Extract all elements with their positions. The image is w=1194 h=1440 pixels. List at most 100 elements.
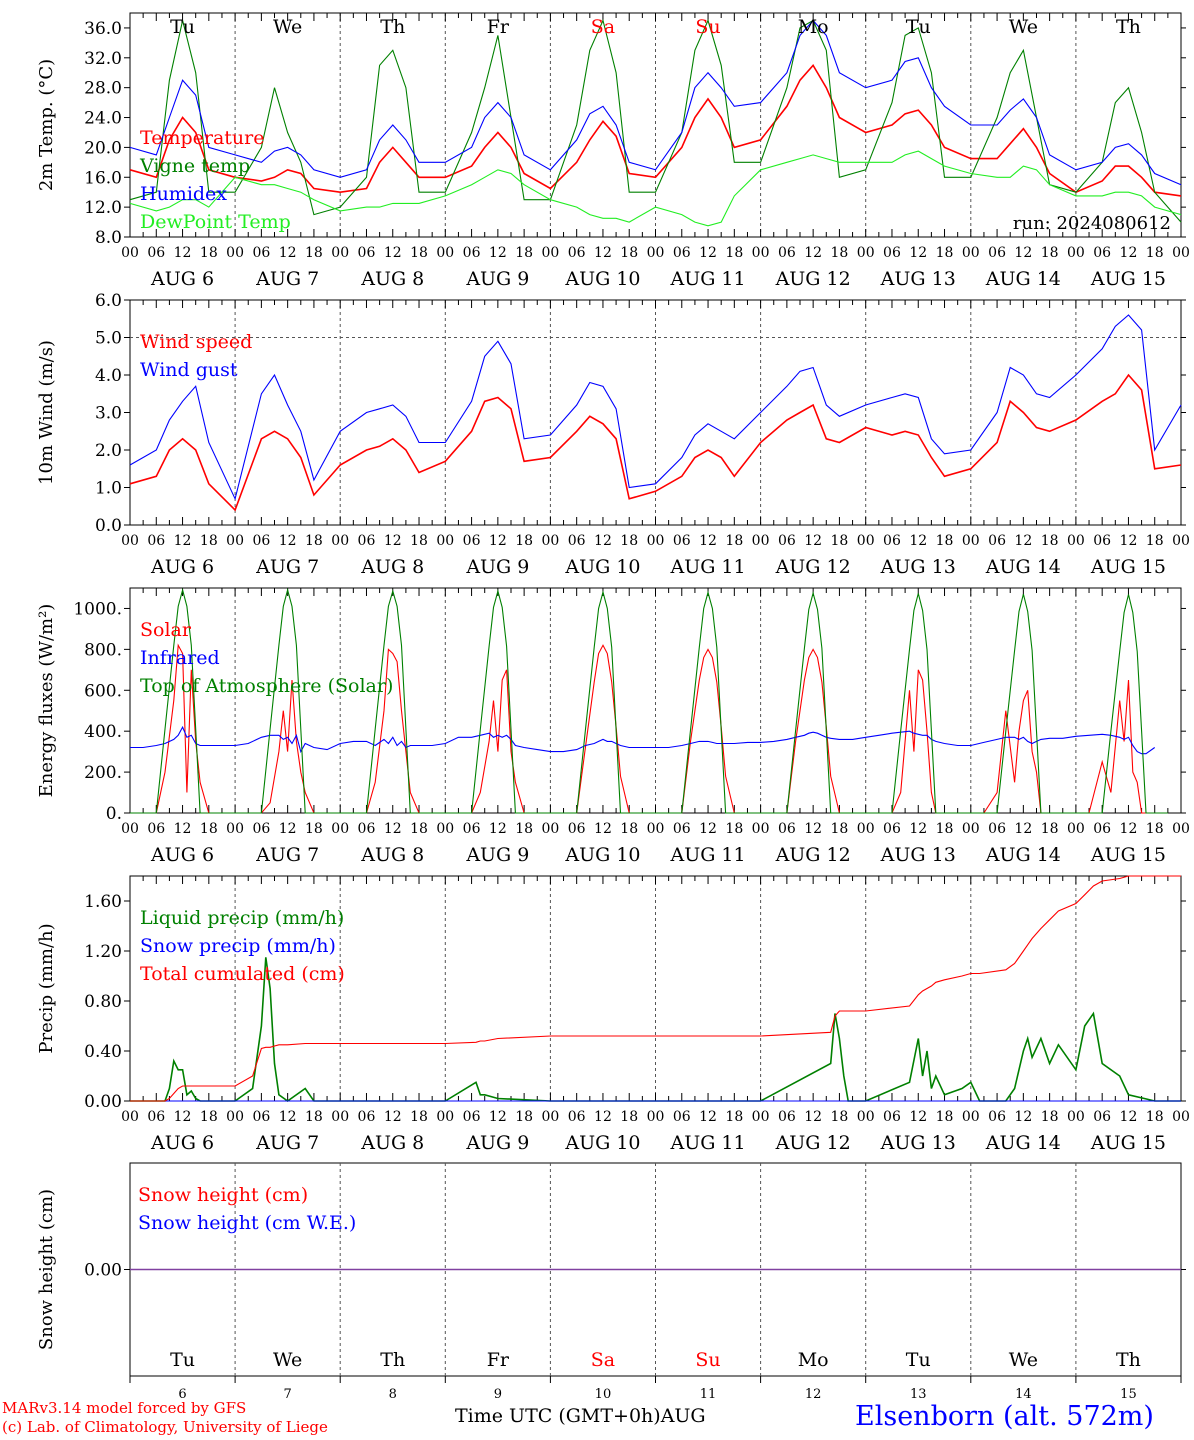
day-label: AUG 12 — [775, 556, 851, 578]
weekday-label: Fr — [487, 1349, 510, 1371]
day-label: AUG 14 — [985, 1132, 1061, 1154]
hour-tick-label: 00 — [226, 821, 244, 837]
series-line-vigne-temp — [129, 18, 1182, 223]
weekday-label: Tu — [170, 16, 195, 38]
y-tick-label: 400. — [84, 722, 122, 742]
hour-tick-label: 00 — [541, 533, 559, 549]
weekday-label: Fr — [487, 16, 510, 38]
hour-tick-label: 00 — [1067, 245, 1085, 261]
hour-tick-label: 06 — [1093, 821, 1111, 837]
panel-2: 0.0 1.0 2.0 3.0 4.0 5.0 6.0 10m Wind (m/s) Wind … — [36, 291, 1190, 578]
weekday-label: Th — [380, 1349, 405, 1371]
hour-tick-label: 06 — [1093, 245, 1111, 261]
hour-tick-label: 12 — [1014, 1109, 1032, 1125]
y-tick-label: 1.0 — [95, 479, 122, 499]
weekday-label: Th — [380, 16, 405, 38]
hour-tick-label: 18 — [725, 245, 743, 261]
legend-entry: Top of Atmosphere (Solar) — [140, 675, 393, 697]
y-axis-label: Snow height (cm) — [36, 1189, 57, 1350]
legend-entry: Temperature — [140, 127, 264, 149]
hour-tick-label: 18 — [620, 533, 638, 549]
hour-tick-label: 00 — [857, 821, 875, 837]
day-label: AUG 7 — [255, 844, 319, 866]
hour-tick-label: 00 — [541, 1109, 559, 1125]
hour-tick-label: 06 — [568, 245, 586, 261]
y-tick-label: 0. — [106, 804, 122, 824]
hour-tick-label: 00 — [121, 533, 139, 549]
hour-tick-label: 00 — [331, 533, 349, 549]
hour-tick-label: 06 — [883, 1109, 901, 1125]
hour-tick-label: 00 — [226, 533, 244, 549]
hour-tick-label: 12 — [1120, 821, 1138, 837]
hour-tick-label: 18 — [620, 821, 638, 837]
hour-tick-label: 00 — [541, 245, 559, 261]
hour-tick-label: 06 — [252, 245, 270, 261]
hour-tick-label: 06 — [673, 1109, 691, 1125]
hour-tick-label: 18 — [1041, 821, 1059, 837]
day-label: AUG 14 — [985, 556, 1061, 578]
legend-entry: Humidex — [140, 183, 227, 205]
y-tick-label: 4.0 — [95, 366, 122, 386]
hour-tick-label: 06 — [778, 821, 796, 837]
series-line-infrared — [130, 725, 1156, 755]
hour-tick-label: 18 — [936, 1109, 954, 1125]
hour-tick-label: 12 — [489, 1109, 507, 1125]
day-label: AUG 7 — [255, 1132, 319, 1154]
y-tick-label: 5.0 — [95, 329, 122, 349]
hour-tick-label: 00 — [331, 1109, 349, 1125]
hour-tick-label: 00 — [1172, 245, 1190, 261]
hour-tick-label: 00 — [647, 1109, 665, 1125]
y-axis-label: Energy fluxes (W/m²) — [36, 604, 57, 798]
legend-entry: DewPoint Temp — [140, 211, 291, 233]
panel-4: 0.00 0.40 0.80 1.20 1.60 Precip (mm/h) Liquid … — [36, 875, 1190, 1154]
hour-tick-label: 12 — [594, 1109, 612, 1125]
hour-tick-label: 00 — [436, 821, 454, 837]
hour-tick-label: 18 — [620, 1109, 638, 1125]
hour-tick-label: 12 — [384, 821, 402, 837]
day-number-label: 6 — [178, 1387, 186, 1402]
hour-tick-label: 00 — [1067, 533, 1085, 549]
weekday-label: Su — [695, 1349, 720, 1371]
hour-tick-label: 00 — [752, 533, 770, 549]
y-tick-label: 32.0 — [84, 49, 122, 69]
day-label: AUG 15 — [1090, 556, 1166, 578]
day-label: AUG 13 — [880, 268, 956, 290]
day-label: AUG 13 — [880, 556, 956, 578]
y-tick-label: 600. — [84, 681, 122, 701]
y-tick-label: 0.0 — [95, 516, 122, 536]
panel-5: 0.00 Snow height (cm) Snow height (cm) Snow… — [36, 1162, 1186, 1402]
x-axis-title: Time UTC (GMT+0h)AUG — [455, 1405, 706, 1427]
hour-tick-label: 06 — [568, 533, 586, 549]
panel-1: 8.0 12.0 16.0 20.0 24.0 28.0 32.0 36.0 2m Temp. … — [36, 12, 1190, 290]
hour-tick-label: 06 — [568, 821, 586, 837]
hour-tick-label: 06 — [463, 245, 481, 261]
hour-tick-label: 00 — [121, 821, 139, 837]
hour-tick-label: 06 — [358, 821, 376, 837]
day-label: AUG 9 — [465, 556, 529, 578]
panel-frame — [129, 12, 1182, 238]
credit-line-1: MARv3.14 model forced by GFS — [2, 1399, 247, 1417]
time-utc-label: Time UTC (GMT+0h) — [455, 1405, 661, 1427]
y-tick-label: 1000. — [73, 599, 122, 619]
day-label: AUG 11 — [669, 1132, 745, 1154]
hour-tick-label: 06 — [358, 533, 376, 549]
day-label: AUG 14 — [985, 268, 1061, 290]
hour-tick-label: 12 — [279, 533, 297, 549]
hour-tick-label: 06 — [673, 245, 691, 261]
y-tick-label: 800. — [84, 640, 122, 660]
day-label: AUG 10 — [564, 268, 640, 290]
hour-tick-label: 06 — [673, 533, 691, 549]
legend-entry: Liquid precip (mm/h) — [140, 907, 344, 929]
weekday-label: Mo — [798, 16, 829, 38]
weekday-label: Tu — [906, 1349, 931, 1371]
hour-tick-label: 18 — [410, 245, 428, 261]
hour-tick-label: 18 — [515, 245, 533, 261]
hour-tick-label: 12 — [1120, 1109, 1138, 1125]
hour-tick-label: 00 — [647, 245, 665, 261]
hour-tick-label: 12 — [174, 533, 192, 549]
day-number-label: 11 — [700, 1387, 717, 1402]
weekday-label: Th — [1116, 1349, 1141, 1371]
hour-tick-label: 06 — [463, 533, 481, 549]
hour-tick-label: 18 — [831, 821, 849, 837]
hour-tick-label: 12 — [699, 245, 717, 261]
